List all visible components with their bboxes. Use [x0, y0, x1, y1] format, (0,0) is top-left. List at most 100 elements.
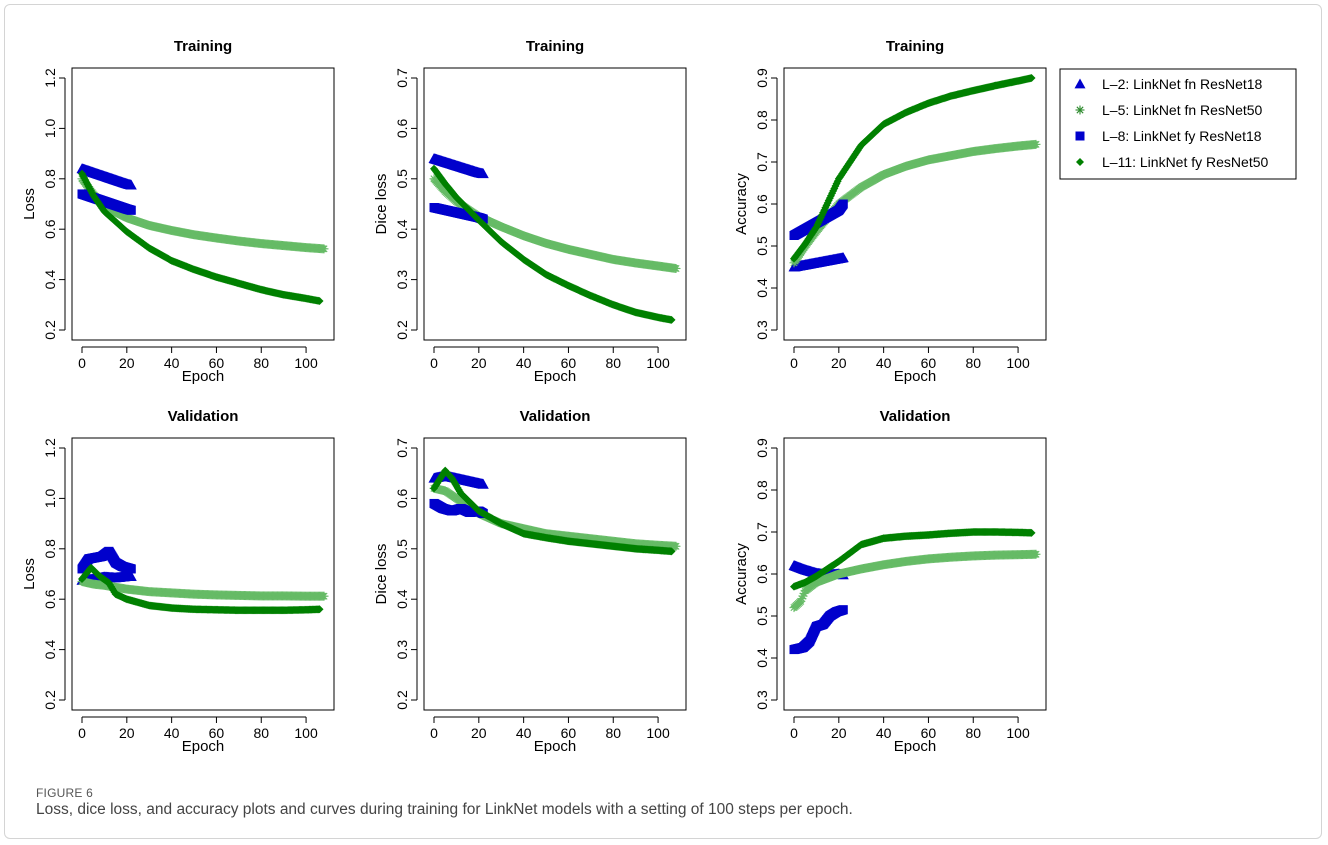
x-tick-label: 80: [965, 725, 981, 741]
legend-label: L–5: LinkNet fn ResNet50: [1102, 102, 1263, 118]
legend: L–2: LinkNet fn ResNet18 L–5: LinkNet fn …: [1059, 68, 1297, 180]
legend-marker-asterisk: [1075, 105, 1085, 115]
x-tick-label: 80: [965, 355, 981, 371]
panel-title: Validation: [168, 408, 239, 425]
legend-entry: L–5: LinkNet fn ResNet50: [1075, 102, 1263, 118]
data-point: [1031, 549, 1041, 559]
y-tick-label: 0.2: [394, 690, 410, 710]
x-tick-label: 80: [605, 725, 621, 741]
data-point: [478, 214, 488, 224]
series-diamond: [78, 563, 324, 615]
x-tick-label: 40: [164, 355, 180, 371]
y-tick-label: 1.0: [42, 118, 58, 138]
figure-label: FIGURE 6: [36, 786, 93, 800]
x-tick-label: 0: [790, 725, 798, 741]
data-point: [319, 591, 329, 601]
data-point: [667, 315, 676, 324]
x-tick-label: 100: [294, 725, 318, 741]
y-tick-label: 0.5: [754, 236, 770, 256]
y-tick-label: 0.4: [394, 589, 410, 609]
legend-label: L–11: LinkNet fy ResNet50: [1102, 154, 1268, 170]
y-tick-label: 0.6: [42, 589, 58, 609]
y-tick-label: 0.2: [42, 690, 58, 710]
x-tick-label: 40: [876, 355, 892, 371]
x-tick-label: 100: [646, 725, 670, 741]
y-tick-label: 0.5: [394, 539, 410, 559]
x-tick-label: 60: [921, 355, 937, 371]
y-tick-label: 0.6: [394, 118, 410, 138]
y-tick-label: 0.4: [754, 278, 770, 298]
y-tick-label: 0.4: [394, 219, 410, 239]
data-point: [315, 297, 324, 306]
series-diamond: [430, 164, 676, 324]
figure-frame: [4, 4, 1322, 839]
panel-3: Training 0 20 40 60 80 100 Epoch 0.3 0.4 0.5 0.6 0.7…: [733, 38, 1047, 385]
x-tick-label: 20: [471, 725, 487, 741]
x-tick-label: 100: [1006, 355, 1030, 371]
x-tick-label: 0: [790, 355, 798, 371]
plot-box: [423, 67, 687, 341]
y-tick-label: 0.6: [754, 564, 770, 584]
y-tick-label: 0.7: [754, 152, 770, 172]
x-axis-label: Epoch: [894, 738, 937, 755]
x-tick-label: 0: [78, 725, 86, 741]
x-axis-label: Epoch: [182, 738, 225, 755]
x-tick-label: 0: [78, 355, 86, 371]
x-tick-label: 40: [516, 725, 532, 741]
y-axis-label: Dice loss: [373, 174, 390, 235]
x-tick-label: 80: [253, 355, 269, 371]
y-tick-label: 0.3: [754, 690, 770, 710]
x-tick-label: 20: [471, 355, 487, 371]
x-tick-label: 20: [119, 355, 135, 371]
y-axis-label: Loss: [21, 188, 38, 220]
x-tick-label: 20: [119, 725, 135, 741]
x-tick-label: 0: [430, 355, 438, 371]
y-tick-label: 0.6: [394, 488, 410, 508]
y-tick-label: 0.2: [42, 320, 58, 340]
legend-entry: L–11: LinkNet fy ResNet50: [1076, 154, 1268, 170]
y-tick-label: 0.8: [42, 169, 58, 189]
series-triangle: [788, 252, 849, 272]
legend-entry: L–8: LinkNet fy ResNet18: [1075, 128, 1262, 144]
y-tick-label: 0.7: [394, 438, 410, 458]
x-axis-label: Epoch: [534, 368, 577, 385]
x-tick-label: 0: [430, 725, 438, 741]
y-tick-label: 0.3: [394, 640, 410, 660]
plot-box: [71, 67, 335, 341]
y-tick-label: 0.9: [754, 68, 770, 88]
y-tick-label: 0.8: [754, 110, 770, 130]
x-axis-label: Epoch: [182, 368, 225, 385]
x-tick-label: 80: [253, 725, 269, 741]
data-point: [838, 199, 848, 209]
panel-title: Training: [174, 38, 232, 55]
data-point: [671, 264, 681, 274]
y-tick-label: 1.2: [42, 438, 58, 458]
y-tick-label: 0.8: [42, 539, 58, 559]
y-tick-label: 0.3: [394, 270, 410, 290]
data-point: [126, 205, 136, 215]
data-point: [477, 168, 489, 179]
series-triangle: [428, 153, 489, 179]
legend-entry: L–2: LinkNet fn ResNet18: [1074, 76, 1263, 92]
x-tick-label: 20: [831, 355, 847, 371]
figure-caption: Loss, dice loss, and accuracy plots and …: [36, 801, 853, 818]
data-point: [1031, 139, 1041, 149]
y-tick-label: 0.4: [754, 648, 770, 668]
plot-box: [783, 67, 1047, 341]
x-axis-label: Epoch: [894, 368, 937, 385]
x-tick-label: 100: [294, 355, 318, 371]
panel-title: Validation: [520, 408, 591, 425]
y-axis-label: Loss: [21, 558, 38, 590]
series-square: [789, 605, 848, 655]
x-tick-label: 80: [605, 355, 621, 371]
x-tick-label: 40: [516, 355, 532, 371]
y-tick-label: 0.5: [394, 169, 410, 189]
y-tick-label: 0.3: [754, 320, 770, 340]
legend-label: L–2: LinkNet fn ResNet18: [1102, 76, 1263, 92]
panel-2: Training 0 20 40 60 80 100 Epoch 0.2 0.3 0.4 0.5 0.6…: [373, 38, 687, 385]
panel-title: Validation: [880, 408, 951, 425]
